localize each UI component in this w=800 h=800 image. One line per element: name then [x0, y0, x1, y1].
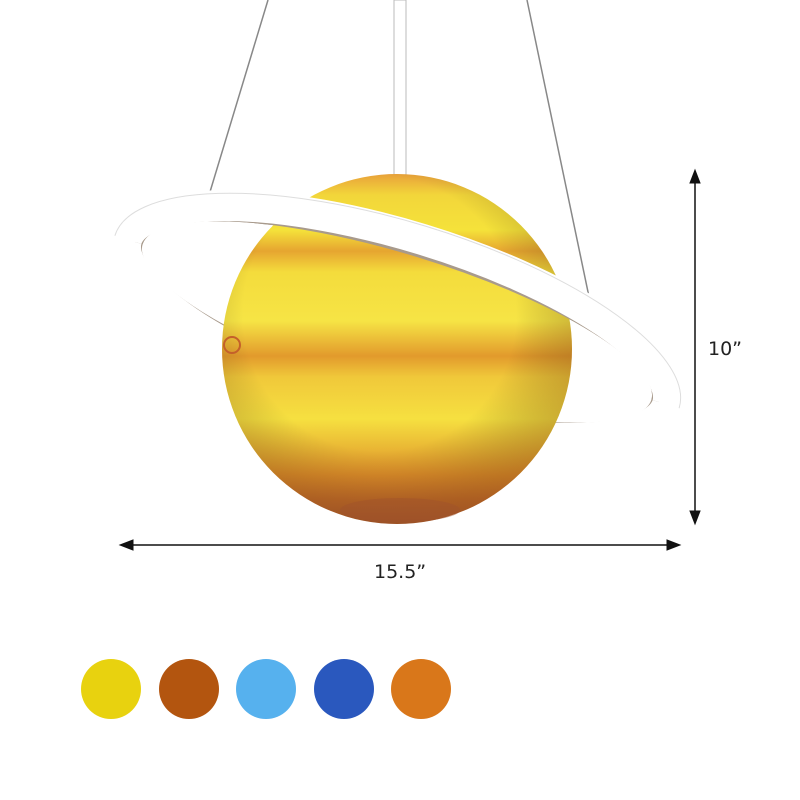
color-swatch-yellow[interactable] — [81, 659, 141, 719]
width-dimension-arrow — [118, 539, 682, 551]
suspension-wire-right — [526, 0, 598, 336]
suspension-wire-left — [202, 0, 269, 216]
color-swatch-blue[interactable] — [314, 659, 374, 719]
color-swatch-brown[interactable] — [159, 659, 219, 719]
color-swatch-orange[interactable] — [391, 659, 451, 719]
height-dimension-arrow — [689, 168, 701, 526]
color-swatch-light-blue[interactable] — [236, 659, 296, 719]
width-label: 15.5” — [374, 561, 427, 583]
height-label: 10” — [708, 338, 743, 360]
suspension-rod — [393, 0, 407, 181]
